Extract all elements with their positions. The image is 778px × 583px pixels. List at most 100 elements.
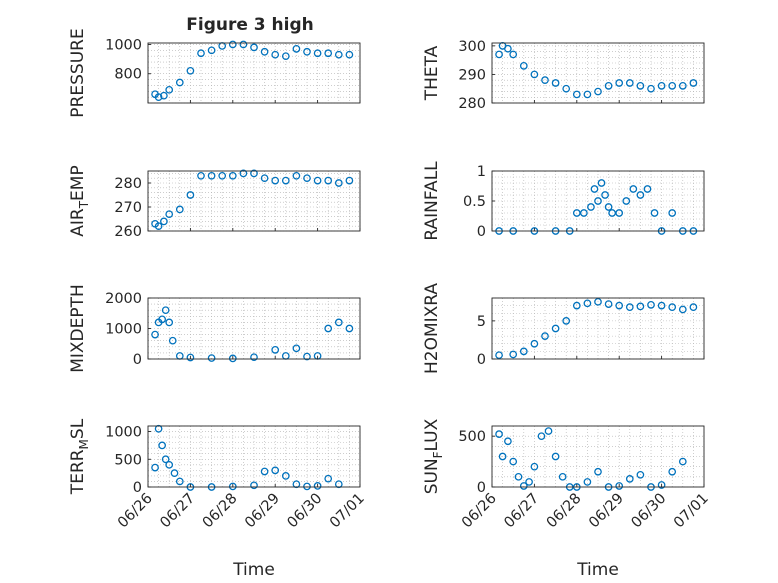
data-point: [629, 185, 638, 193]
data-point: [636, 191, 645, 199]
data-point: [170, 469, 179, 477]
subplot-mixdepth: 0 1000 2000 MIXDEPTH: [68, 284, 361, 373]
data-point: [519, 62, 528, 70]
data-point: [551, 79, 560, 87]
data-point: [572, 209, 581, 217]
data-point: [324, 474, 333, 483]
data-point: [324, 176, 333, 185]
y-axis-label: AIRTEMP: [68, 165, 91, 236]
data-point: [678, 457, 687, 466]
subplot-h2omixra: 0 5 H2OMIXRA: [422, 283, 705, 374]
data-point: [689, 79, 698, 87]
data-point: [165, 210, 174, 219]
y-tick-label: 280: [458, 96, 486, 112]
y-tick-label: 0.5: [463, 194, 486, 210]
data-point: [657, 481, 666, 489]
y-tick-label: 0: [477, 224, 486, 240]
data-point: [186, 353, 195, 362]
data-point: [530, 462, 539, 471]
y-tick-label: 0: [477, 480, 486, 496]
axes-box: [491, 297, 705, 360]
data-point: [572, 301, 581, 310]
data-point: [625, 303, 634, 311]
grid: [491, 297, 705, 360]
data-point: [334, 318, 343, 327]
data-point: [495, 50, 503, 59]
data-point: [558, 472, 567, 481]
data-point: [668, 467, 677, 476]
y-tick-label: 500: [458, 429, 486, 445]
data-point: [281, 52, 290, 61]
subplot-rainfall: 0 0.5 1 RAINFALL: [422, 161, 705, 241]
grid: [147, 43, 361, 104]
data-point: [313, 482, 322, 490]
data-point: [197, 49, 205, 58]
data-point: [594, 297, 602, 306]
data-point: [175, 205, 184, 214]
data-point: [175, 477, 184, 486]
data-point: [239, 40, 248, 49]
data-point: [218, 171, 227, 180]
data-point: [668, 303, 677, 311]
data-series: [495, 427, 687, 491]
y-axis-label: MIXDEPTH: [68, 284, 88, 373]
data-point: [154, 222, 163, 231]
data-point: [615, 301, 624, 310]
data-point: [303, 47, 311, 56]
data-point: [514, 472, 523, 481]
data-point: [551, 324, 560, 333]
subplot-air-temp: 260 270 280 AIRTEMP: [68, 165, 361, 240]
data-point: [604, 82, 613, 90]
data-point: [562, 317, 571, 325]
data-point: [250, 169, 258, 178]
data-point: [154, 93, 163, 101]
data-point: [668, 82, 677, 90]
y-axis-label: THETA: [422, 45, 442, 101]
data-point: [615, 209, 624, 217]
data-point: [207, 354, 216, 362]
axes-box: [147, 425, 361, 488]
y-axis-label: RAINFALL: [422, 161, 442, 241]
data-point: [636, 302, 645, 311]
data-point: [622, 197, 631, 205]
data-point: [519, 482, 528, 490]
data-point: [207, 171, 216, 180]
data-point: [250, 353, 258, 362]
data-point: [643, 185, 652, 193]
y-tick-label: 270: [114, 200, 142, 216]
subplot-theta: 280 290 300 THETA: [422, 39, 705, 112]
y-tick-label: 1: [477, 164, 486, 180]
data-point: [186, 191, 195, 199]
data-point: [504, 437, 512, 446]
data-point: [303, 482, 311, 491]
data-point: [345, 324, 354, 333]
data-point: [334, 179, 343, 187]
y-tick-label: 800: [114, 67, 142, 83]
data-point: [197, 171, 205, 180]
data-point: [525, 478, 533, 486]
data-point: [572, 90, 581, 99]
data-point: [250, 481, 258, 490]
data-point: [650, 209, 659, 217]
data-point: [544, 427, 553, 435]
data-point: [250, 43, 258, 52]
data-point: [168, 336, 177, 345]
x-axis-label: Time: [576, 560, 619, 580]
y-axis-label: PRESSURE: [68, 28, 88, 117]
data-point: [636, 470, 645, 479]
grid: [491, 43, 705, 104]
data-point: [495, 430, 503, 438]
y-tick-label: 0: [133, 352, 142, 368]
data-point: [583, 478, 592, 486]
data-point: [158, 315, 166, 324]
data-point: [324, 324, 333, 333]
x-axis-label: Time: [232, 560, 275, 580]
y-tick-label: 300: [458, 39, 486, 55]
data-point: [594, 467, 602, 476]
axes-box: [491, 42, 705, 104]
data-point: [597, 179, 606, 187]
data-series: [151, 169, 354, 231]
data-point: [541, 76, 549, 84]
data-point: [498, 452, 507, 461]
